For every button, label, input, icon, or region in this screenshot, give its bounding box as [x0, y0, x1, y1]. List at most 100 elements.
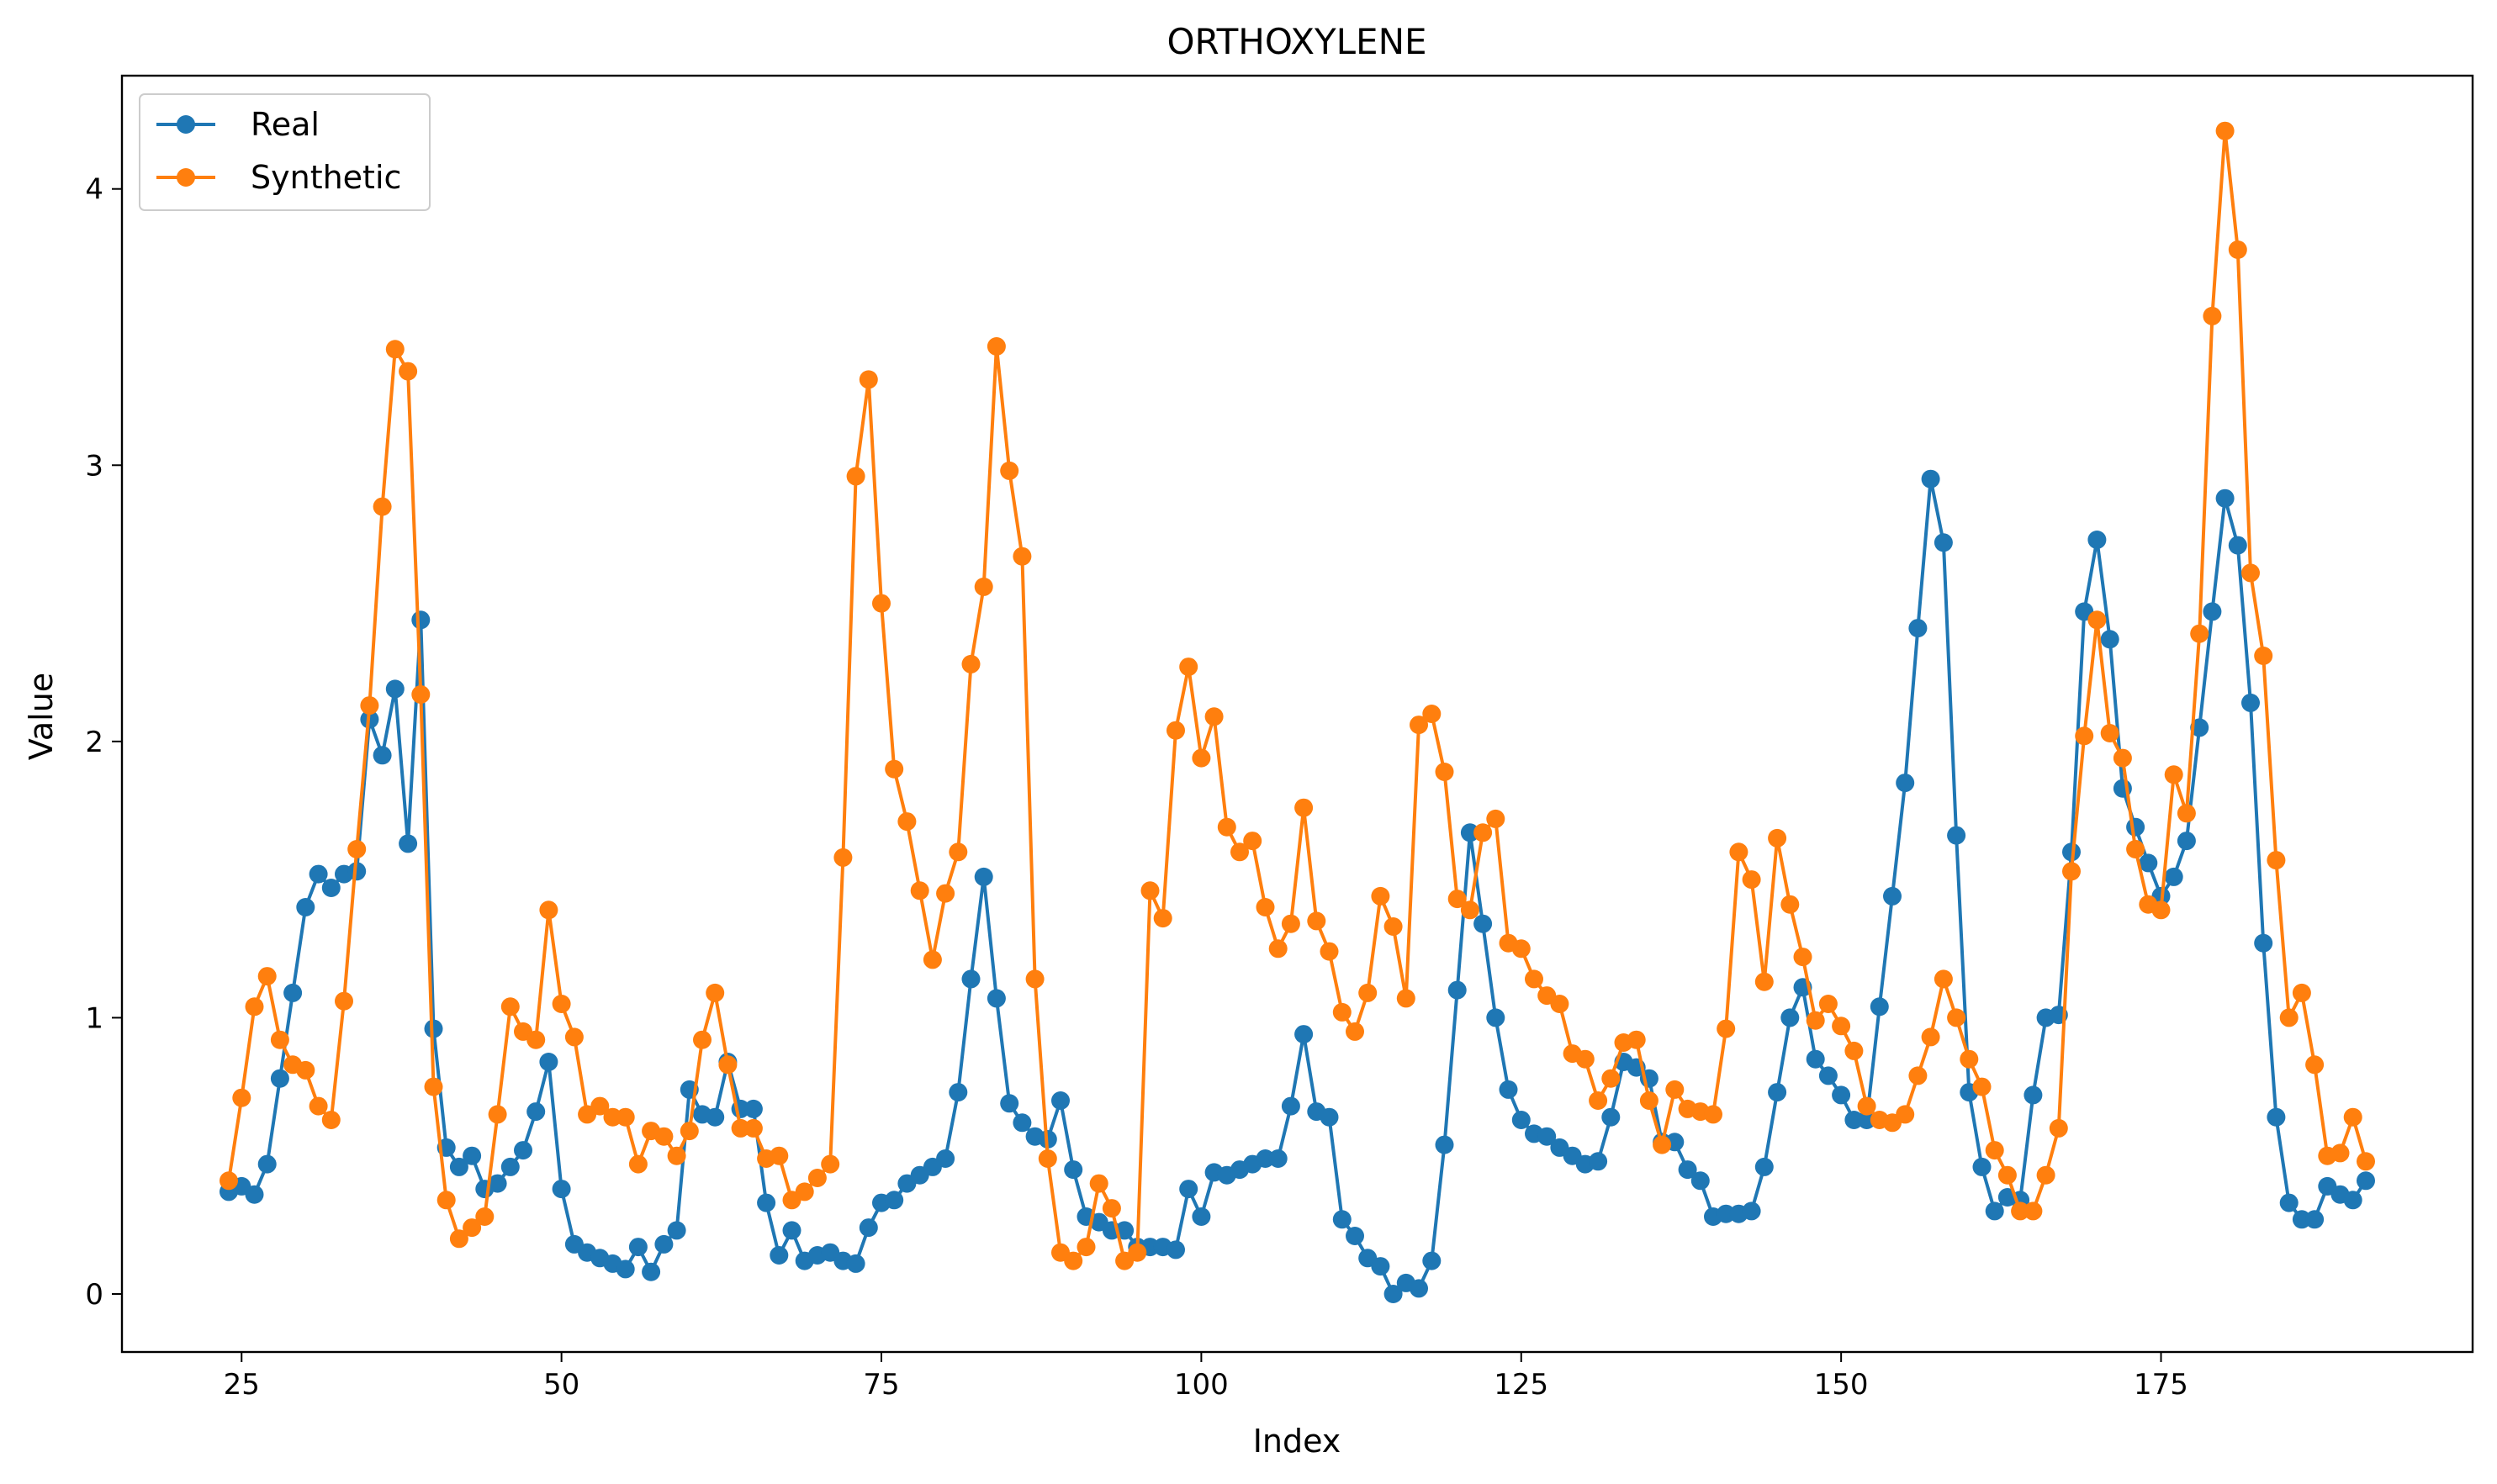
data-point-synthetic	[1025, 969, 1045, 989]
data-point-synthetic	[961, 654, 981, 673]
data-point-real	[1371, 1257, 1390, 1276]
data-point-real	[1754, 1157, 1774, 1176]
data-point-synthetic	[2203, 306, 2222, 325]
x-tick-label: 100	[1174, 1368, 1229, 1402]
data-point-real	[949, 1083, 968, 1102]
data-point-synthetic	[436, 1191, 456, 1210]
data-point-synthetic	[2267, 851, 2286, 870]
data-point-synthetic	[245, 997, 264, 1017]
data-point-real	[1818, 1066, 1838, 1085]
data-point-real	[1383, 1285, 1403, 1303]
data-point-synthetic	[2357, 1152, 2375, 1171]
data-point-real	[2215, 489, 2235, 508]
data-point-real	[642, 1262, 661, 1281]
data-point-real	[2087, 531, 2107, 549]
data-point-real	[2164, 867, 2183, 886]
data-point-synthetic	[1077, 1238, 1096, 1257]
data-point-real	[1985, 1201, 2004, 1221]
data-point-synthetic	[1832, 1017, 1851, 1036]
data-point-real	[846, 1254, 865, 1273]
data-point-synthetic	[399, 362, 418, 381]
data-point-synthetic	[936, 884, 955, 903]
data-point-synthetic	[2190, 624, 2209, 643]
data-point-synthetic	[1358, 983, 1378, 1002]
data-point-synthetic	[1460, 900, 1479, 920]
data-point-synthetic	[807, 1169, 827, 1187]
data-point-synthetic	[1410, 716, 1428, 735]
data-point-real	[1511, 1111, 1531, 1129]
data-point-real	[987, 989, 1006, 1008]
data-point-synthetic	[1435, 763, 1454, 781]
data-point-synthetic	[872, 594, 891, 613]
data-point-real	[1332, 1210, 1352, 1229]
data-point-synthetic	[1128, 1243, 1147, 1262]
data-point-synthetic	[743, 1118, 763, 1138]
data-point-synthetic	[1908, 1066, 1928, 1085]
data-point-synthetic	[488, 1105, 507, 1124]
data-point-real	[1717, 1204, 1736, 1223]
data-point-synthetic	[667, 1146, 686, 1165]
data-point-synthetic	[2049, 1118, 2068, 1138]
data-point-synthetic	[232, 1088, 251, 1107]
data-point-synthetic	[1447, 890, 1467, 909]
data-point-real	[1294, 1025, 1314, 1044]
data-point-synthetic	[1985, 1141, 2004, 1160]
data-point-synthetic	[1230, 842, 1249, 862]
data-point-synthetic	[1346, 1022, 1364, 1041]
data-point-synthetic	[270, 1030, 289, 1049]
data-point-synthetic	[1742, 870, 1761, 890]
data-point-real	[1473, 914, 1493, 933]
data-point-synthetic	[1217, 817, 1236, 837]
data-point-synthetic	[1486, 809, 1505, 828]
data-point-synthetic	[373, 497, 392, 516]
y-tick-label: 2	[85, 726, 103, 759]
x-tick-label: 150	[1814, 1368, 1869, 1402]
data-point-synthetic	[1947, 1008, 1966, 1027]
data-point-real	[411, 610, 431, 630]
data-point-synthetic	[1704, 1105, 1722, 1124]
y-tick-label: 4	[85, 173, 103, 207]
data-point-real	[936, 1149, 955, 1168]
data-point-synthetic	[1153, 909, 1172, 928]
data-point-synthetic	[1806, 1011, 1825, 1030]
data-point-real	[2100, 630, 2119, 649]
data-point-real	[628, 1238, 648, 1257]
data-point-real	[2024, 1085, 2043, 1105]
data-point-synthetic	[1934, 969, 1953, 989]
data-point-real	[488, 1174, 507, 1193]
data-point-synthetic	[1089, 1174, 1108, 1193]
legend-label-real: Real	[251, 106, 320, 143]
data-point-synthetic	[309, 1096, 328, 1116]
data-point-synthetic	[424, 1077, 443, 1096]
data-point-synthetic	[2254, 647, 2273, 665]
data-point-synthetic	[449, 1229, 468, 1249]
data-point-real	[1947, 826, 1966, 845]
data-point-real	[2126, 817, 2145, 837]
data-point-real	[1601, 1107, 1621, 1127]
data-point-real	[1806, 1049, 1825, 1069]
data-point-real	[770, 1246, 789, 1265]
data-point-real	[743, 1099, 763, 1118]
data-point-synthetic	[616, 1107, 635, 1127]
data-point-synthetic	[1192, 748, 1211, 768]
data-point-synthetic	[1473, 823, 1493, 842]
data-point-synthetic	[1396, 989, 1415, 1008]
data-point-synthetic	[220, 1171, 238, 1191]
data-point-real	[1435, 1135, 1454, 1154]
data-point-real	[1780, 1008, 1800, 1027]
data-point-real	[399, 834, 418, 853]
data-point-synthetic	[2100, 724, 2119, 742]
data-point-real	[449, 1157, 468, 1176]
data-point-synthetic	[2305, 1055, 2325, 1075]
data-point-real	[667, 1221, 686, 1240]
data-point-synthetic	[1179, 658, 1198, 677]
data-point-synthetic	[2024, 1201, 2043, 1221]
data-point-synthetic	[603, 1107, 622, 1127]
data-point-real	[961, 969, 981, 989]
data-point-real	[424, 1019, 443, 1038]
data-point-synthetic	[885, 759, 904, 779]
data-point-synthetic	[385, 340, 405, 359]
data-point-real	[2305, 1210, 2325, 1229]
data-point-synthetic	[923, 950, 942, 969]
